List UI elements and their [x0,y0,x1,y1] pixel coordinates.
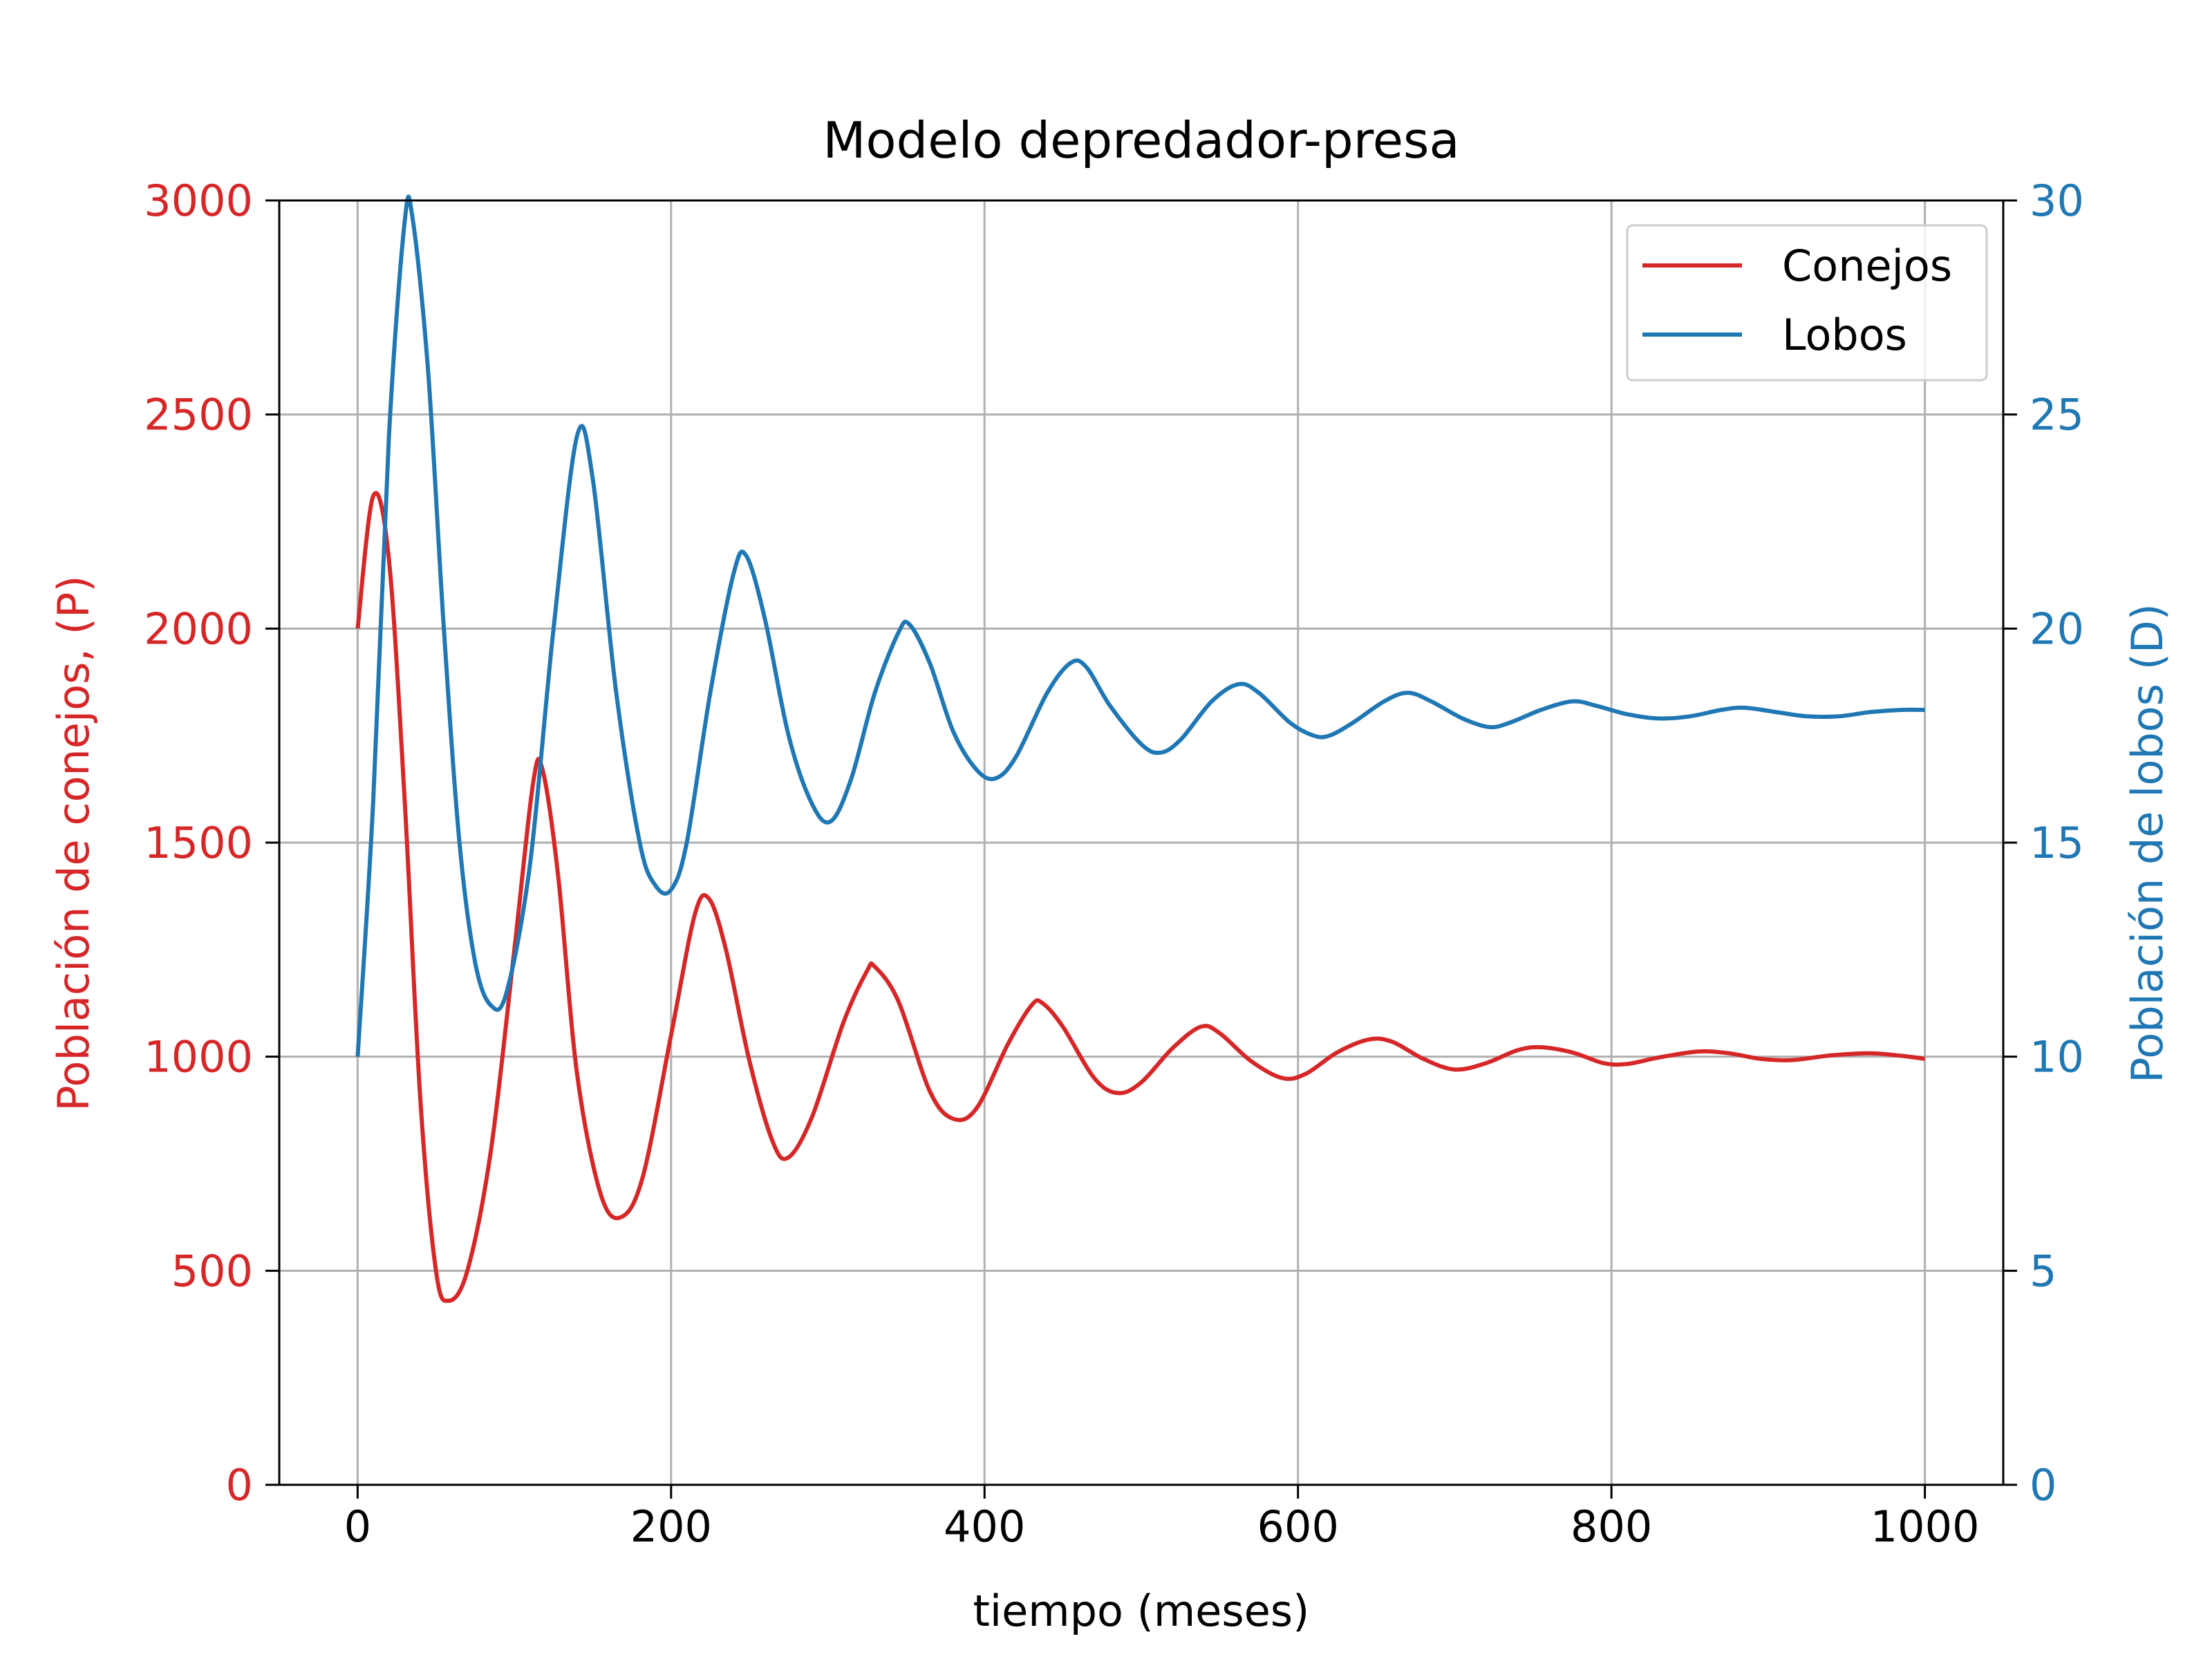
series-line-lobos [355,194,1925,1057]
x-tick-label: 0 [344,1501,371,1552]
x-tick-label: 800 [1571,1501,1652,1552]
series-line-conejos [355,491,1926,1303]
y-left-tick-label: 0 [226,1460,253,1510]
x-axis-label: tiempo (meses) [973,1586,1310,1636]
y-right-tick-label: 25 [2030,390,2084,440]
y-axis-label-left: Población de conejos, (P) [48,575,99,1111]
x-tick-label: 600 [1257,1501,1339,1552]
chart-title: Modelo depredador-presa [823,111,1459,169]
axis-ticks: 0 200 400 600 800 100005001000150020002500300… [144,176,2084,1552]
x-tick-label: 200 [630,1501,712,1552]
legend-label-lobos: Lobos [1782,310,1907,360]
series-lines [355,194,1926,1303]
y-right-tick-label: 15 [2030,818,2084,868]
legend: Conejos Lobos [1626,224,1988,382]
y-left-tick-label: 500 [171,1246,253,1296]
x-tick-label: 1000 [1871,1501,1980,1552]
y-right-tick-label: 0 [2030,1460,2056,1510]
legend-label-conejos: Conejos [1782,241,1952,291]
y-left-tick-label: 1000 [144,1032,253,1082]
y-left-tick-label: 2000 [144,603,253,654]
y-axis-label-right: Población de lobos (D) [2122,603,2173,1083]
x-tick-label: 400 [944,1501,1025,1552]
y-left-tick-label: 3000 [144,176,253,226]
y-right-tick-label: 5 [2030,1246,2056,1296]
y-left-tick-label: 1500 [144,818,253,868]
y-right-tick-label: 30 [2030,176,2084,226]
y-right-tick-label: 10 [2030,1032,2084,1082]
y-left-tick-label: 2500 [144,390,253,440]
grid-lines [279,200,2003,1485]
y-right-tick-label: 20 [2030,603,2084,654]
